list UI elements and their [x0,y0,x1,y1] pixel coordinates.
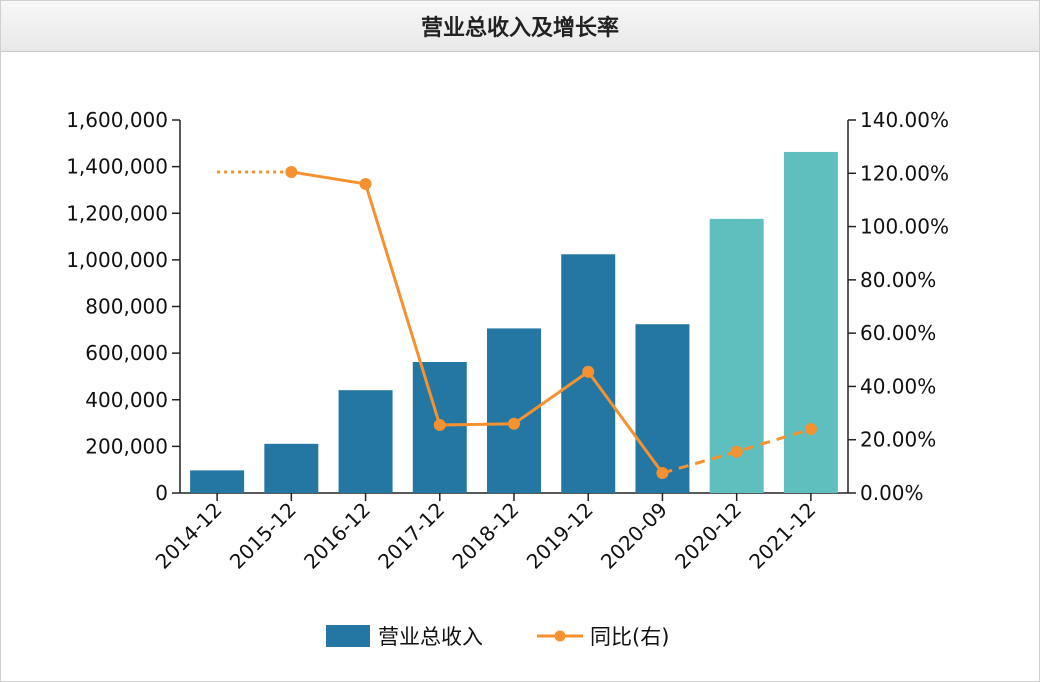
bar [783,151,838,494]
bar [264,443,319,493]
growth-point [359,177,372,190]
left-tick-label: 1,600,000 [66,108,168,132]
right-tick-label: 80.00% [860,268,936,292]
bar [190,470,245,493]
x-tick-label: 2019-12 [522,498,598,574]
x-tick-label: 2021-12 [744,498,820,574]
left-tick-label: 1,200,000 [66,201,168,225]
growth-point [508,417,520,430]
right-tick-label: 60.00% [860,321,936,345]
left-tick-label: 400,000 [85,388,168,412]
legend-label-revenue: 营业总收入 [378,625,483,649]
chart-title: 营业总收入及增长率 [420,15,619,41]
left-tick-label: 600,000 [85,341,168,365]
right-tick-label: 120.00% [860,161,949,185]
left-tick-label: 800,000 [85,295,168,319]
x-tick-label: 2020-12 [670,498,746,574]
x-tick-label: 2018-12 [447,498,523,574]
growth-point [285,165,298,178]
left-tick-label: 200,000 [85,434,168,458]
left-tick-label: 1,400,000 [66,155,168,179]
left-tick-label: 1,000,000 [66,248,168,272]
legend-label-growth: 同比(右) [590,625,669,649]
growth-point [582,365,595,378]
legend-swatch-revenue [326,625,370,647]
bar [338,390,393,493]
right-tick-label: 40.00% [860,374,936,398]
x-tick-label: 2017-12 [373,498,449,574]
x-tick-label: 2014-12 [151,498,227,574]
right-tick-label: 0.00% [860,481,924,505]
left-tick-label: 0 [155,481,168,505]
x-tick-label: 2020-09 [596,498,672,574]
growth-point [804,423,817,436]
right-tick-label: 100.00% [860,215,949,239]
x-tick-label: 2015-12 [225,498,301,574]
bar [635,324,690,493]
title-bar: 营业总收入及增长率 [1,1,1039,52]
growth-point [433,419,446,432]
growth-point [656,467,669,480]
right-tick-label: 20.00% [860,428,936,452]
growth-line-actual [291,170,664,474]
right-tick-label: 140.00% [860,108,949,132]
growth-point [730,445,743,458]
legend-swatch-growth-point [554,630,566,642]
x-tick-label: 2016-12 [299,498,375,574]
